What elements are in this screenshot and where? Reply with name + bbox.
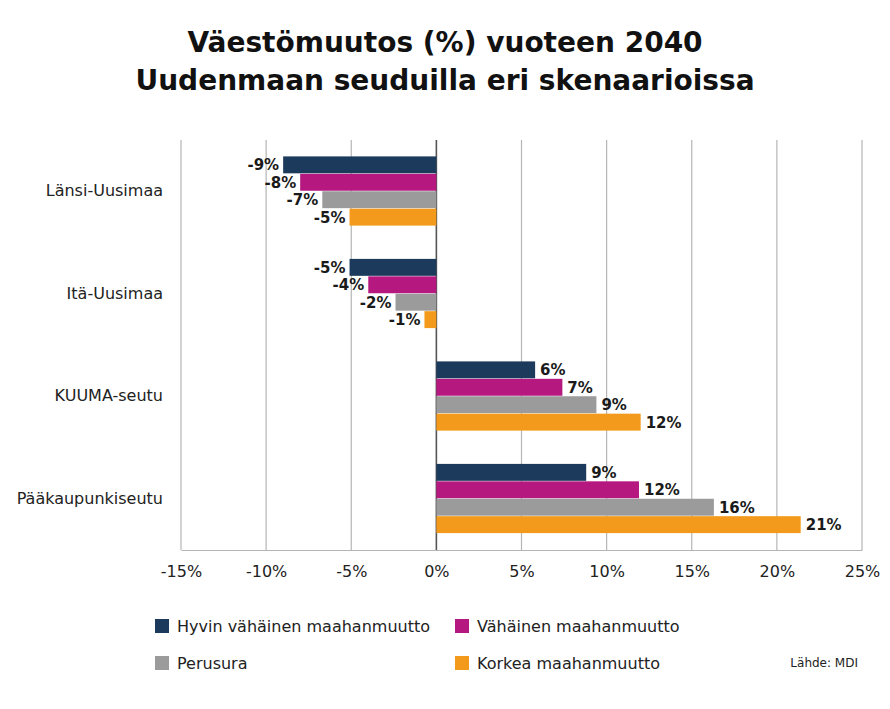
- legend: Hyvin vähäinen maahanmuutto Vähäinen maah…: [155, 617, 680, 673]
- tick: -10%: [246, 550, 287, 581]
- bar: [436, 516, 800, 533]
- data-label: -5%: [314, 209, 346, 227]
- bar: [368, 276, 436, 293]
- category-label: KUUMA-seutu: [55, 386, 163, 405]
- legend-swatch: [155, 656, 169, 670]
- grid-line: [180, 140, 181, 550]
- tick: 0%: [424, 550, 449, 581]
- tick: -15%: [161, 550, 202, 581]
- tick-label: 5%: [509, 562, 534, 581]
- data-label: 6%: [540, 361, 565, 379]
- legend-item: Hyvin vähäinen maahanmuutto: [155, 617, 430, 636]
- grid: [181, 140, 862, 550]
- tick-label: 0%: [424, 562, 449, 581]
- category-tick: Länsi-Uusimaa: [46, 181, 163, 200]
- bar: [436, 464, 586, 481]
- bar: [424, 311, 436, 328]
- legend-swatch: [155, 619, 169, 633]
- bar: [436, 499, 714, 516]
- category-tick: KUUMA-seutu: [55, 386, 163, 405]
- legend-label: Perusura: [177, 654, 248, 673]
- legend-label: Hyvin vähäinen maahanmuutto: [177, 617, 430, 636]
- data-label: -8%: [264, 174, 296, 192]
- data-label: -2%: [360, 294, 392, 312]
- legend-item: Perusura: [155, 654, 248, 673]
- bar: [322, 191, 436, 208]
- bar: [350, 209, 437, 226]
- grid-line: [861, 140, 862, 550]
- annotation: Lähde: MDI: [790, 656, 858, 670]
- bar: [396, 294, 437, 311]
- legend-item: Korkea maahanmuutto: [455, 654, 660, 673]
- bar: [436, 396, 596, 413]
- tick: 5%: [509, 550, 534, 581]
- category-label: Pääkaupunkiseutu: [17, 489, 163, 508]
- bar: [300, 174, 436, 191]
- category-tick: Pääkaupunkiseutu: [17, 489, 163, 508]
- category-label: Itä-Uusimaa: [67, 284, 163, 303]
- x-axis: -15% -10% -5% 0% 5% 10% 15% 20% 25%: [161, 550, 880, 581]
- title: Väestömuutos (%) vuoteen 2040: [187, 26, 702, 59]
- data-label: -4%: [333, 276, 365, 294]
- legend-swatch: [455, 656, 469, 670]
- tick-label: -5%: [336, 562, 367, 581]
- grid-line: [266, 140, 267, 550]
- tick: 10%: [589, 550, 625, 581]
- data-label: -1%: [389, 311, 421, 329]
- data-label: 7%: [567, 379, 592, 397]
- tick: 25%: [845, 550, 881, 581]
- data-label: 12%: [646, 414, 682, 432]
- chart: Väestömuutos (%) vuoteen 2040 Uudenmaan s…: [0, 0, 890, 709]
- tick: -5%: [336, 550, 367, 581]
- legend-label: Korkea maahanmuutto: [477, 654, 660, 673]
- data-label: -9%: [247, 156, 279, 174]
- grid-line: [776, 140, 777, 550]
- bar: [350, 259, 437, 276]
- bars: [283, 156, 801, 533]
- data-label: 21%: [806, 516, 842, 534]
- bar: [283, 156, 436, 173]
- data-labels: -9% -5% 6% 9% -8% -4% 7% 12% -7% -2% 9% 16% -5% -1% 12…: [247, 156, 841, 534]
- tick: 15%: [674, 550, 710, 581]
- axis-line: [182, 550, 863, 551]
- tick-label: 10%: [589, 562, 625, 581]
- legend-item: Vähäinen maahanmuutto: [455, 617, 680, 636]
- bar: [436, 414, 640, 431]
- bar: [436, 481, 639, 498]
- tick-label: 25%: [845, 562, 881, 581]
- tick: 20%: [760, 550, 796, 581]
- tick-label: -10%: [246, 562, 287, 581]
- tick-label: 20%: [760, 562, 796, 581]
- data-label: 9%: [601, 396, 626, 414]
- legend-swatch: [455, 619, 469, 633]
- data-label: 9%: [591, 464, 616, 482]
- legend-label: Vähäinen maahanmuutto: [477, 617, 680, 636]
- category-tick: Itä-Uusimaa: [67, 284, 163, 303]
- data-label: -7%: [287, 191, 319, 209]
- data-label: 16%: [719, 499, 755, 517]
- tick-label: 15%: [674, 562, 710, 581]
- category-label: Länsi-Uusimaa: [46, 181, 163, 200]
- bar: [436, 361, 535, 378]
- bar: [436, 379, 562, 396]
- data-label: 12%: [644, 481, 680, 499]
- grid-line: [691, 140, 692, 550]
- tick-label: -15%: [161, 562, 202, 581]
- y-axis: Länsi-Uusimaa Itä-Uusimaa KUUMA-seutu Pääka…: [17, 181, 163, 508]
- data-label: -5%: [314, 259, 346, 277]
- subtitle: Uudenmaan seuduilla eri skenaarioissa: [135, 64, 754, 97]
